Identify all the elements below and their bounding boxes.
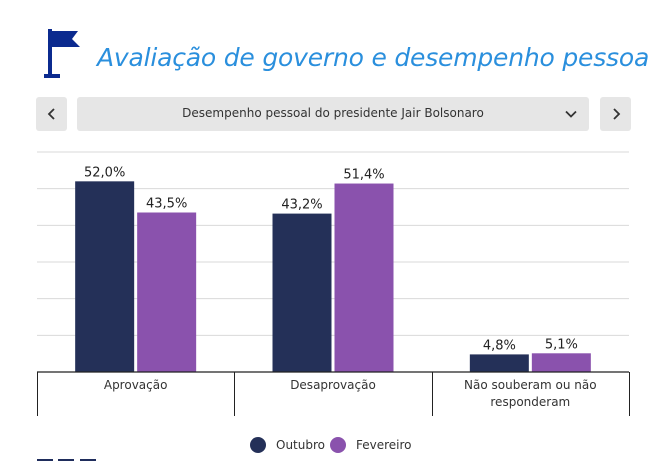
bar-outubro	[75, 181, 135, 372]
legend-label-fevereiro: Fevereiro	[356, 438, 412, 452]
next-button[interactable]	[600, 97, 631, 131]
legend-item-outubro[interactable]: Outubro	[250, 437, 325, 453]
chevron-left-icon	[47, 108, 55, 120]
bar-outubro	[469, 354, 529, 372]
category-label: Aprovação	[104, 378, 168, 392]
bar-chart: 52,0% 43,5% Aprovação 43,2% 51,4% Desaprovaçã…	[37, 151, 630, 416]
flag-base	[44, 74, 60, 78]
flag-pole	[48, 29, 52, 76]
pager-dash	[58, 459, 74, 461]
data-label: 43,2%	[281, 198, 322, 213]
data-label: 43,5%	[146, 197, 187, 212]
chart-selector[interactable]: Desempenho pessoal do presidente Jair Bo…	[77, 97, 589, 131]
pager-dash	[80, 459, 96, 461]
chevron-right-icon	[612, 108, 620, 120]
chart-legend: Outubro Fevereiro	[0, 437, 650, 459]
data-label: 4,8%	[483, 338, 516, 353]
category-label: Desaprovação	[290, 378, 376, 392]
pager-dash	[37, 459, 53, 461]
page-title: Avaliação de governo e desempenho pessoa…	[97, 43, 650, 72]
flag-icon	[44, 29, 80, 78]
legend-label-outubro: Outubro	[276, 438, 325, 452]
legend-item-fevereiro[interactable]: Fevereiro	[330, 437, 412, 453]
bar-fevereiro	[137, 212, 197, 372]
chart-selector-value: Desempenho pessoal do presidente Jair Bo…	[182, 106, 484, 120]
bar-fevereiro	[334, 183, 394, 372]
prev-button[interactable]	[36, 97, 67, 131]
category-label: Não souberam ou não	[464, 378, 597, 392]
bar-outubro	[272, 213, 332, 372]
legend-swatch-fevereiro	[330, 437, 346, 453]
chevron-down-icon	[565, 110, 577, 118]
category-label: responderam	[490, 395, 570, 409]
data-label: 52,0%	[84, 165, 125, 180]
flag-cloth	[52, 31, 80, 47]
legend-swatch-outubro	[250, 437, 266, 453]
data-label: 51,4%	[343, 168, 384, 183]
bar-fevereiro	[531, 353, 591, 372]
data-label: 5,1%	[545, 337, 578, 352]
